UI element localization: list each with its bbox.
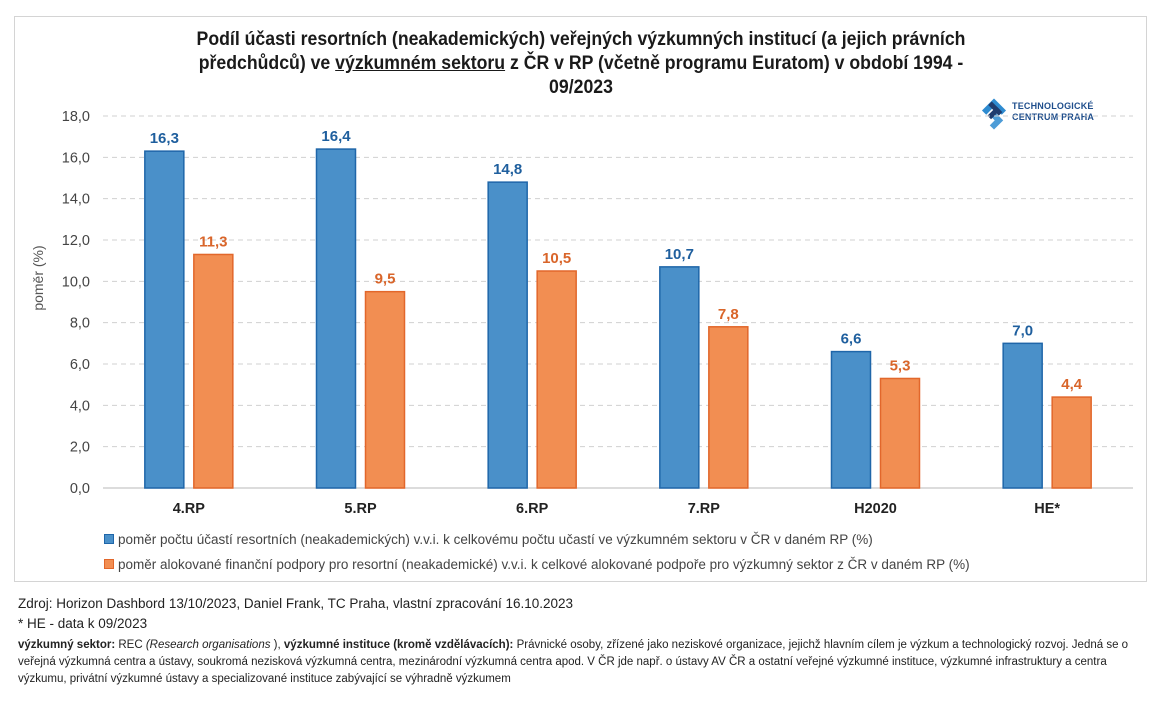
x-tick-label: 7.RP bbox=[688, 501, 721, 517]
footnote-text: * HE - data k 09/2023 bbox=[18, 616, 148, 631]
bar-series1 bbox=[830, 350, 872, 489]
note-term1-value: REC bbox=[115, 639, 146, 651]
y-tick-label: 4,0 bbox=[70, 398, 90, 414]
x-tick-labels: 4.RP 5.RP 6.RP 7.RP H2020 HE* bbox=[173, 501, 1061, 517]
logo-line1: TECHNOLOGICKÉ bbox=[1012, 101, 1094, 111]
bar-series1 bbox=[144, 150, 185, 489]
bar-series2 bbox=[879, 377, 921, 489]
bar-series1 bbox=[1002, 342, 1043, 489]
y-tick-label: 6,0 bbox=[70, 357, 90, 373]
y-tick-label: 14,0 bbox=[62, 192, 90, 208]
data-label: 6,6 bbox=[841, 331, 862, 348]
chart-title-part1: Podíl účasti resortních (neakademických)… bbox=[196, 29, 966, 74]
note-term1-italic: (Research organisations bbox=[145, 639, 271, 651]
y-tick-label: 8,0 bbox=[70, 316, 90, 332]
data-labels: 16,3 11,3 16,4 9,5 14,8 10,5 10,7 7,8 6,6 5,3 7,0 4… bbox=[150, 128, 1083, 393]
data-label: 10,7 bbox=[665, 246, 694, 263]
legend-label-series1: poměr počtu účastí resortních (neakademi… bbox=[118, 531, 873, 547]
note-term2: výzkumné instituce (kromě vzdělávacích) bbox=[283, 639, 510, 651]
bar-series2 bbox=[536, 270, 577, 489]
data-label: 7,0 bbox=[1012, 322, 1033, 339]
data-label: 11,3 bbox=[199, 233, 227, 250]
note-term2-colon: : bbox=[509, 639, 514, 651]
legend-label-series2: poměr alokované finanční podpory pro res… bbox=[118, 556, 970, 572]
note-term1-close: ), bbox=[270, 639, 284, 651]
chart-frame bbox=[14, 16, 1147, 582]
y-tick-label: 2,0 bbox=[70, 440, 90, 456]
bar-series2 bbox=[1051, 396, 1092, 489]
bars bbox=[144, 148, 1092, 489]
bar-series1 bbox=[315, 148, 357, 489]
definition-note: výzkumný sektor: REC (Research organisat… bbox=[18, 637, 1148, 688]
y-tick-label: 16,0 bbox=[62, 150, 90, 166]
y-tick-label: 10,0 bbox=[62, 274, 90, 290]
y-tick-label: 18,0 bbox=[62, 109, 90, 125]
logo-text: TECHNOLOGICKÉ CENTRUM PRAHA bbox=[1012, 101, 1094, 123]
note-definition: Právnické osoby, zřízené jako neziskové … bbox=[18, 639, 1129, 685]
footer: Zdroj: Horizon Dashbord 13/10/2023, Dani… bbox=[18, 594, 1148, 634]
x-tick-label: 5.RP bbox=[344, 501, 377, 517]
data-label: 7,8 bbox=[718, 306, 739, 323]
legend: poměr počtu účastí resortních (neakademi… bbox=[104, 528, 970, 578]
chart-title-part2: z ČR v RP (včetně programu Euratom) v ob… bbox=[505, 53, 964, 98]
data-label: 16,4 bbox=[321, 128, 351, 145]
y-tick-labels: 0,0 2,0 4,0 6,0 8,0 10,0 12,0 14,0 16,0 18,0 bbox=[62, 109, 90, 497]
x-tick-label: 4.RP bbox=[173, 501, 206, 517]
bar-series1 bbox=[487, 181, 528, 489]
legend-swatch-orange bbox=[104, 559, 114, 569]
data-label: 14,8 bbox=[493, 161, 522, 178]
data-label: 10,5 bbox=[542, 250, 571, 267]
tc-praha-logo-icon bbox=[981, 98, 1007, 130]
x-tick-label: HE* bbox=[1034, 501, 1060, 517]
x-tick-label: 6.RP bbox=[516, 501, 549, 517]
data-label: 4,4 bbox=[1061, 376, 1083, 393]
chart-title-underlined: výzkumném sektoru bbox=[335, 53, 506, 74]
data-label: 16,3 bbox=[150, 130, 179, 147]
note-term1: výzkumný sektor: bbox=[18, 639, 116, 651]
legend-item-series2[interactable]: poměr alokované finanční podpory pro res… bbox=[104, 553, 970, 575]
gridlines bbox=[103, 115, 1133, 489]
data-label: 9,5 bbox=[375, 271, 396, 288]
bar-series1 bbox=[659, 266, 700, 489]
data-label: 5,3 bbox=[890, 357, 911, 374]
chart-title: Podíl účasti resortních (neakademických)… bbox=[180, 28, 982, 100]
bar-series2 bbox=[364, 290, 406, 489]
y-axis-label: poměr (%) bbox=[30, 245, 46, 310]
x-tick-label: H2020 bbox=[854, 501, 897, 517]
y-tick-label: 0,0 bbox=[70, 481, 90, 497]
source-text: Zdroj: Horizon Dashbord 13/10/2023, Dani… bbox=[18, 596, 574, 611]
bar-series2 bbox=[193, 253, 234, 489]
legend-item-series1[interactable]: poměr počtu účastí resortních (neakademi… bbox=[104, 528, 970, 550]
bar-series2 bbox=[708, 326, 749, 489]
legend-swatch-blue bbox=[104, 534, 114, 544]
logo-line2: CENTRUM PRAHA bbox=[1012, 112, 1095, 122]
y-tick-label: 12,0 bbox=[62, 233, 90, 249]
